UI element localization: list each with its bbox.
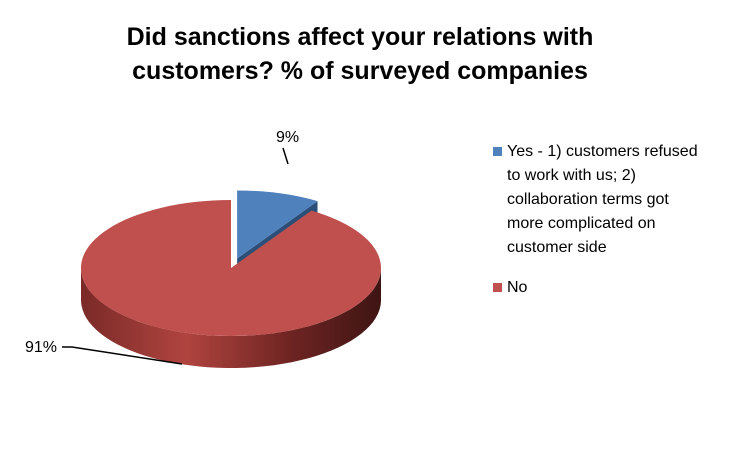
pie-slice-side	[81, 268, 381, 368]
chart-title-line-1: Did sanctions affect your relations with	[126, 23, 594, 51]
legend-label-yes-line-5: customer side	[507, 239, 607, 256]
legend-swatch-yes	[493, 147, 502, 156]
legend-item-no: No	[493, 276, 743, 300]
legend-label-no: No	[507, 279, 528, 296]
pie-slices	[80, 190, 381, 368]
pie-slice-top	[80, 200, 381, 336]
pie-data-labels: 9% 91%	[25, 129, 299, 365]
chart-legend: Yes - 1) customers refused to work with …	[493, 140, 743, 300]
leader-line-no	[62, 346, 183, 365]
chart-title: Did sanctions affect your relations with…	[40, 20, 680, 88]
pie-slice-no	[80, 200, 381, 368]
pie-slice-top	[237, 190, 318, 259]
legend-label-yes-line-4: more complicated on	[507, 215, 656, 232]
chart-title-line-2: customers? % of surveyed companies	[132, 57, 588, 85]
legend-label-yes-line-2: to work with us; 2)	[507, 167, 636, 184]
legend-item-yes: Yes - 1) customers refused to work with …	[493, 140, 743, 260]
legend-label-yes-line-3: collaboration terms got	[507, 191, 669, 208]
legend-swatch-no	[493, 283, 502, 292]
leader-line-yes	[282, 147, 289, 165]
legend-label-yes-line-1: Yes - 1) customers refused	[507, 143, 698, 160]
data-label-no: 91%	[25, 339, 57, 356]
data-label-yes: 9%	[276, 129, 299, 146]
